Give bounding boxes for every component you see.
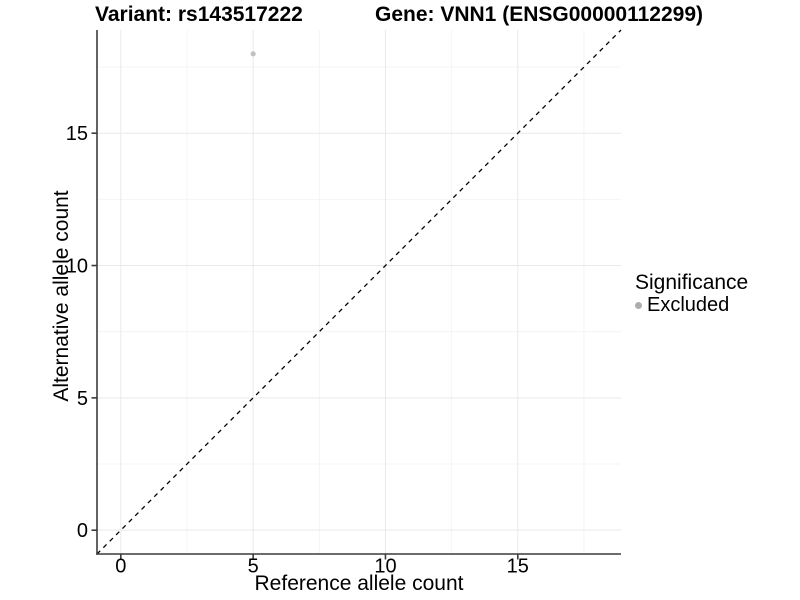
x-tick-label: 0 bbox=[115, 556, 126, 578]
y-tick-label: 10 bbox=[66, 256, 88, 278]
x-axis-title: Reference allele count bbox=[254, 572, 464, 595]
plot-title-variant: Variant: rs143517222 bbox=[95, 3, 303, 26]
plot-title-gene: Gene: VNN1 (ENSG00000112299) bbox=[375, 3, 704, 26]
legend: Significance Excluded bbox=[635, 272, 748, 315]
legend-item-label: Excluded bbox=[647, 294, 730, 316]
legend-title: Significance bbox=[635, 271, 749, 294]
x-tick-label: 15 bbox=[507, 556, 529, 578]
y-tick-label: 5 bbox=[77, 388, 88, 410]
y-tick-label: 0 bbox=[77, 520, 88, 542]
identity-dashed-line bbox=[96, 29, 622, 555]
x-tick-label: 10 bbox=[374, 556, 396, 578]
legend-item-excluded: Excluded bbox=[635, 295, 748, 315]
y-tick-label: 15 bbox=[66, 123, 88, 145]
x-tick-label: 5 bbox=[248, 556, 259, 578]
legend-point-icon bbox=[635, 301, 642, 309]
data-point bbox=[250, 51, 256, 57]
y-axis-title: Alternative allele count bbox=[50, 190, 73, 402]
